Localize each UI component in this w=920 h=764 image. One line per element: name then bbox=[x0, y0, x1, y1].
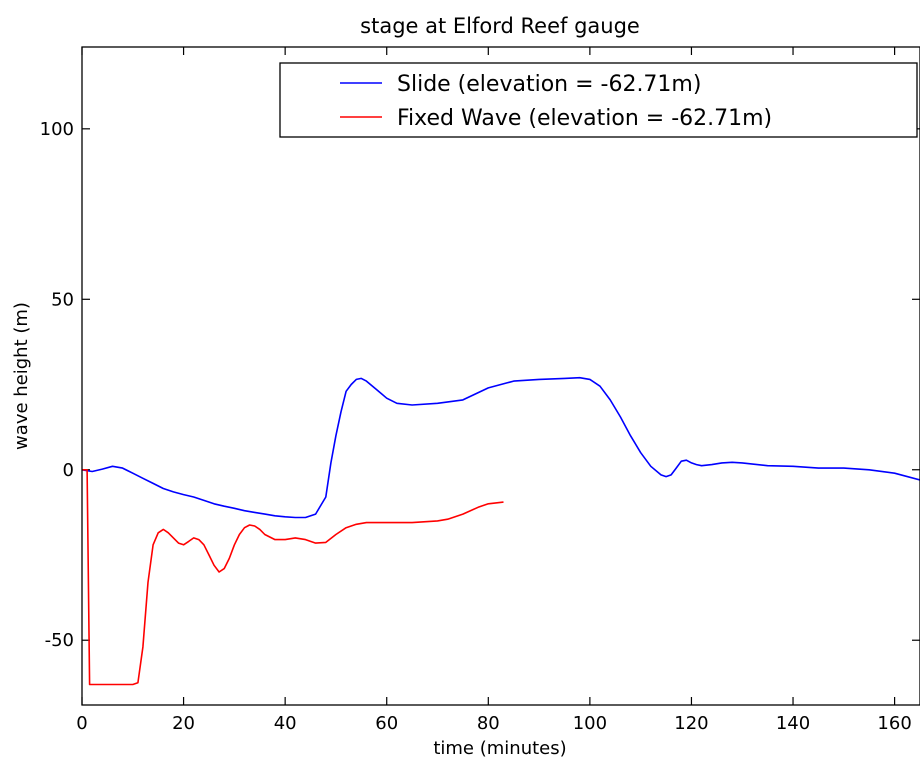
x-tick-label: 120 bbox=[674, 713, 708, 734]
x-tick-label: 100 bbox=[573, 713, 607, 734]
x-tick-label: 20 bbox=[172, 713, 195, 734]
y-tick-label: 100 bbox=[40, 119, 74, 140]
legend-entry-slide: Slide (elevation = -62.71m) bbox=[397, 72, 701, 97]
x-tick-label: 160 bbox=[877, 713, 911, 734]
chart-title: stage at Elford Reef gauge bbox=[360, 14, 640, 38]
x-tick-label: 140 bbox=[776, 713, 810, 734]
legend-box bbox=[279, 62, 918, 138]
series-group bbox=[81, 376, 920, 686]
y-tick-label: 0 bbox=[63, 460, 74, 481]
legend: Slide (elevation = -62.71m) Fixed Wave (… bbox=[279, 62, 918, 138]
series-line-slide bbox=[81, 376, 920, 519]
x-tick-label: 40 bbox=[274, 713, 297, 734]
y-axis-label: wave height (m) bbox=[11, 302, 32, 450]
y-tick-label: -50 bbox=[45, 630, 74, 651]
y-tick-label: 50 bbox=[51, 289, 74, 310]
legend-entry-fixed-wave: Fixed Wave (elevation = -62.71m) bbox=[397, 106, 772, 131]
x-tick-label: 60 bbox=[375, 713, 398, 734]
plot-area-frame bbox=[81, 46, 920, 706]
x-tick-label: 80 bbox=[477, 713, 500, 734]
x-tick-label: 0 bbox=[76, 713, 87, 734]
x-axis-label: time (minutes) bbox=[433, 738, 566, 759]
ticks: 0 20 40 60 80 100 120 140 160 -50 0 50 100 bbox=[40, 47, 920, 734]
series-line-fixed-wave bbox=[82, 468, 504, 686]
